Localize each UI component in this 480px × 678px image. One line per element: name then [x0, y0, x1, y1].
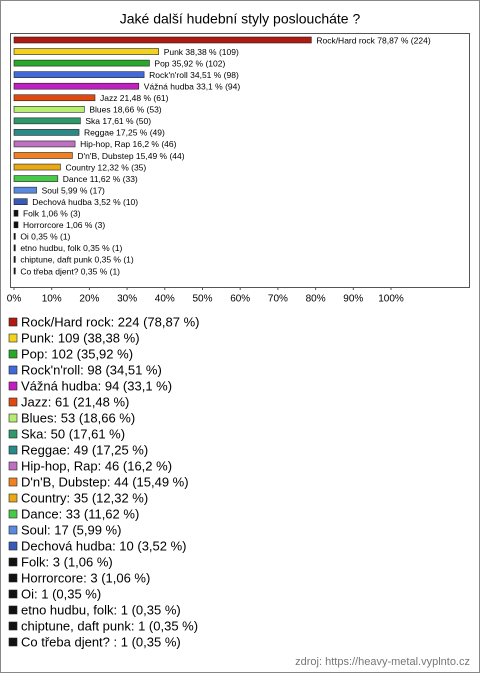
legend-marker [8, 525, 18, 535]
x-tick-label: 10% [42, 294, 62, 305]
legend-marker [8, 429, 18, 439]
legend-label: Pop: 102 (35,92 %) [21, 346, 133, 361]
bar [13, 244, 16, 252]
legend-marker [8, 333, 18, 343]
legend-marker [8, 397, 18, 407]
legend-label: D'n'B, Dubstep: 44 (15,49 %) [21, 474, 189, 489]
bar [13, 94, 96, 102]
legend-marker [8, 493, 18, 503]
x-tick-label: 70% [268, 294, 288, 305]
legend-label: Dechová hudba: 10 (3,52 %) [21, 538, 187, 553]
bar [13, 221, 19, 229]
legend-marker [8, 605, 18, 615]
bar [13, 106, 85, 113]
legend-label: Punk: 109 (38,38 %) [21, 330, 140, 345]
value-label: Jazz 21,48 % (61) [100, 93, 169, 103]
value-label: Co třeba djent? 0,35 % (1) [20, 266, 120, 276]
legend-label: Blues: 53 (18,66 %) [21, 410, 135, 425]
source: zdroj: https://heavy-metal.vyplnto.cz [295, 656, 470, 668]
value-label: Vážná hudba 33,1 % (94) [144, 81, 241, 91]
legend-marker [8, 349, 18, 359]
bar [13, 186, 37, 194]
legend-marker [8, 637, 18, 647]
bar [13, 140, 76, 148]
legend-label: Country: 35 (12,32 %) [21, 490, 148, 505]
legend-label: Soul: 17 (5,99 %) [21, 522, 121, 537]
bar [13, 233, 16, 240]
legend-marker [8, 589, 18, 599]
legend-marker [8, 381, 18, 391]
legend-marker [8, 621, 18, 631]
legend-label: Dance: 33 (11,62 %) [21, 506, 139, 521]
value-label: Punk 38,38 % (109) [164, 47, 239, 57]
bar [13, 175, 59, 182]
value-label: Pop 35,92 % (102) [154, 58, 225, 68]
value-label: Reggae 17,25 % (49) [84, 128, 165, 138]
x-tick-label: 20% [79, 294, 99, 305]
value-label: Dance 11,62 % (33) [63, 174, 138, 184]
value-label: Oi 0,35 % (1) [20, 232, 70, 242]
x-tick-label: 60% [230, 294, 250, 305]
legend-label: Hip-hop, Rap: 46 (16,2 %) [21, 458, 172, 473]
bar [13, 267, 16, 275]
value-label: D'n'B, Dubstep 15,49 % (44) [77, 151, 184, 161]
legend-marker [8, 541, 18, 551]
x-tick-label: 100% [378, 294, 404, 305]
value-label: Blues 18,66 % (53) [89, 105, 161, 115]
legend-label: chiptune, daft punk: 1 (0,35 %) [21, 618, 198, 633]
legend-label: etno hudbu, folk: 1 (0,35 %) [21, 602, 181, 617]
legend-label: Vážná hudba: 94 (33,1 %) [21, 378, 172, 393]
legend-label: Horrorcore: 3 (1,06 %) [21, 570, 150, 585]
x-tick-label: 40% [155, 294, 175, 305]
legend-marker [8, 477, 18, 487]
bar [13, 82, 140, 90]
bar [13, 59, 150, 67]
legend-label: Reggae: 49 (17,25 %) [21, 442, 148, 457]
legend-label: Jazz: 61 (21,48 %) [21, 394, 129, 409]
bar [13, 163, 61, 171]
bar [13, 209, 19, 217]
bar [13, 256, 16, 263]
legend-marker [8, 573, 18, 583]
legend-label: Folk: 3 (1,06 %) [21, 554, 113, 569]
bar [13, 152, 73, 159]
legend-marker [8, 365, 18, 375]
x-tick-label: 0% [7, 294, 22, 305]
x-tick-label: 80% [306, 294, 326, 305]
legend-label: Rock/Hard rock: 224 (78,87 %) [21, 314, 199, 329]
value-label: etno hudbu, folk 0,35 % (1) [20, 243, 122, 253]
legend-marker [8, 557, 18, 567]
value-label: chiptune, daft punk 0,35 % (1) [20, 255, 134, 265]
legend-label: Ska: 50 (17,61 %) [21, 426, 125, 441]
value-label: Folk 1,06 % (3) [23, 209, 81, 219]
bar [13, 36, 312, 44]
legend-marker [8, 509, 18, 519]
legend-marker [8, 445, 18, 455]
value-label: Rock/Hard rock 78,87 % (224) [316, 35, 430, 45]
bar [13, 71, 145, 78]
x-tick-label: 50% [192, 294, 212, 305]
legend-label: Oi: 1 (0,35 %) [21, 586, 101, 601]
legend-label: Rock'n'roll: 98 (34,51 %) [21, 362, 162, 377]
value-label: Ska 17,61 % (50) [85, 116, 151, 126]
value-label: Country 12,32 % (35) [65, 162, 146, 172]
legend-marker [8, 461, 18, 471]
bar [13, 198, 28, 205]
value-label: Soul 5,99 % (17) [42, 185, 105, 195]
legend-marker [8, 317, 18, 327]
value-label: Dechová hudba 3,52 % (10) [32, 197, 138, 207]
bar [13, 129, 80, 136]
x-tick-label: 30% [117, 294, 137, 305]
bar [13, 48, 159, 55]
value-label: Rock'n'roll 34,51 % (98) [149, 70, 239, 80]
x-tick-label: 90% [343, 294, 363, 305]
legend-marker [8, 413, 18, 423]
bar [13, 117, 81, 125]
value-label: Horrorcore 1,06 % (3) [23, 220, 105, 230]
legend-label: Co třeba djent? : 1 (0,35 %) [21, 634, 181, 649]
chart-title: Jaké další hudební styly posloucháte ? [120, 11, 361, 27]
value-label: Hip-hop, Rap 16,2 % (46) [80, 139, 177, 149]
